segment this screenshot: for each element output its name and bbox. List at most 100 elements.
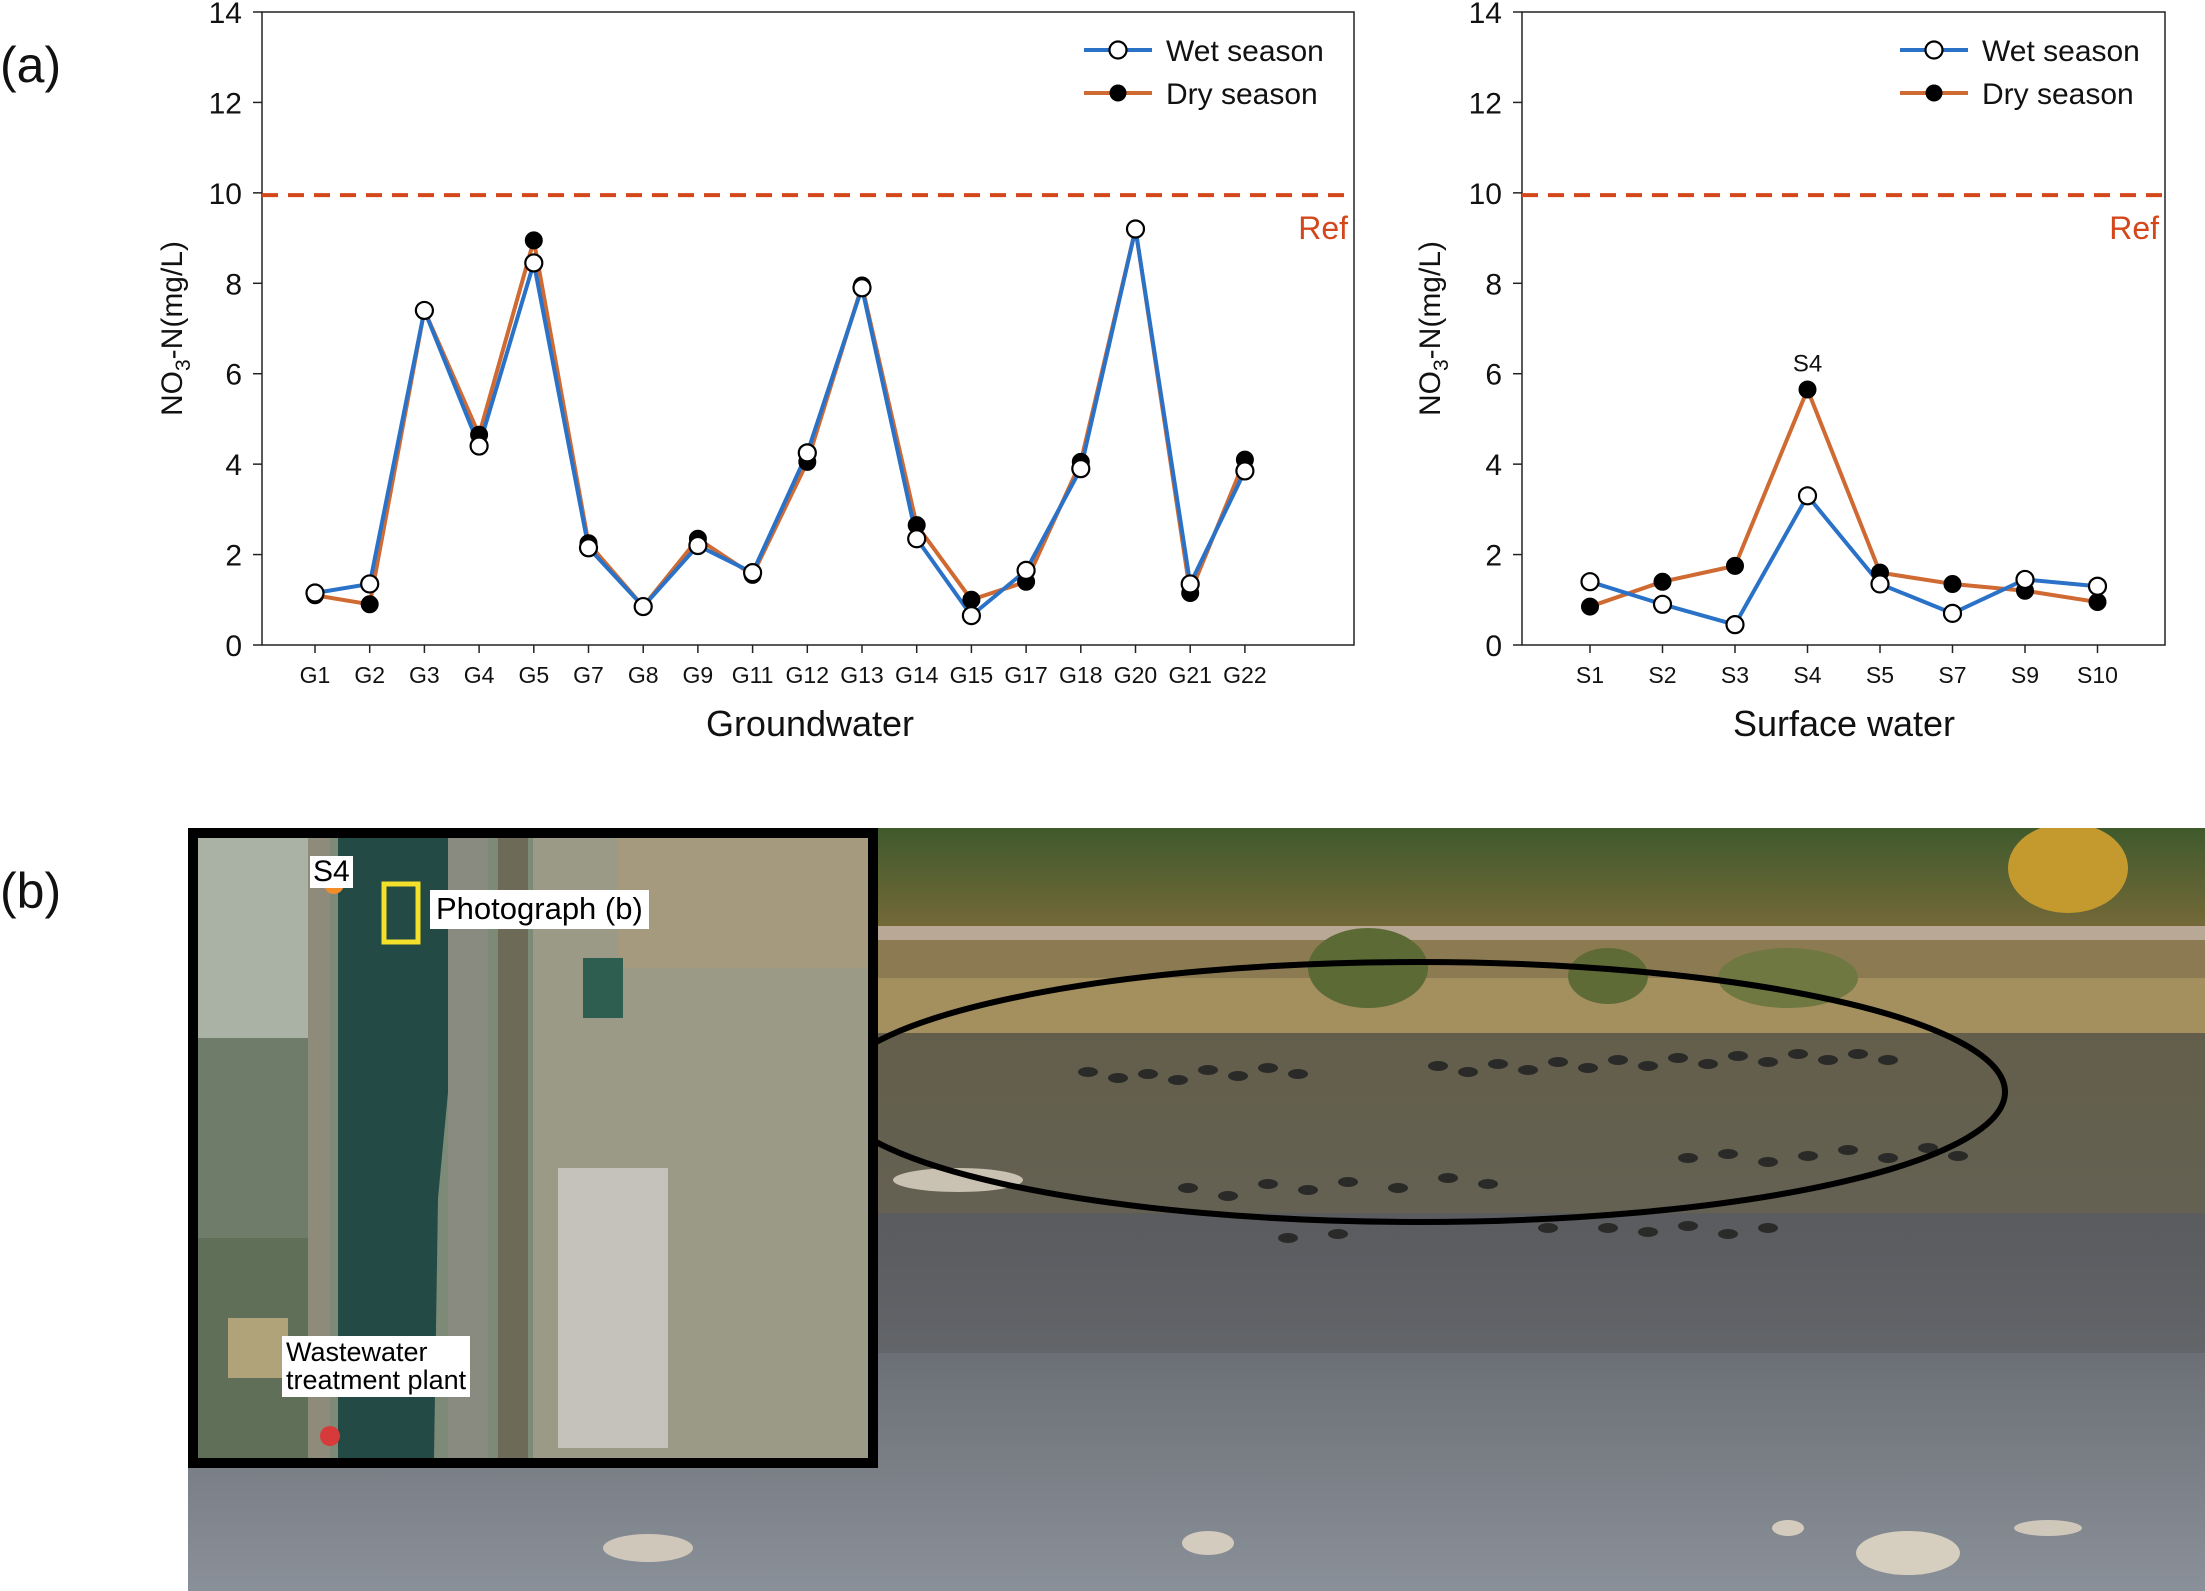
wwtp-map-label: Wastewater treatment plant [282, 1336, 471, 1397]
point-wet [414, 300, 434, 321]
x-tick-label: S7 [1938, 662, 1966, 688]
bird [1458, 1067, 1478, 1077]
bird [1668, 1053, 1688, 1063]
x-tick-label: G13 [840, 662, 883, 688]
bird [1818, 1055, 1838, 1065]
y-tick-label: 2 [225, 540, 242, 573]
bird [1838, 1145, 1858, 1155]
y-tick-label: 12 [209, 87, 242, 120]
reference-label: Ref [1298, 210, 1348, 246]
legend-marker-wet [1108, 40, 1128, 60]
legend-marker-dry [1109, 84, 1127, 102]
bird [1788, 1049, 1808, 1059]
bird [1258, 1179, 1278, 1189]
bird [1728, 1051, 1748, 1061]
bird [1698, 1059, 1718, 1069]
bird [1798, 1151, 1818, 1161]
point-wet [360, 574, 380, 594]
rock-bottom-1 [603, 1534, 693, 1562]
x-tick-label: G2 [354, 662, 385, 688]
bird [1108, 1073, 1128, 1083]
y-tick-label: 14 [1469, 0, 1502, 30]
series-line-dry [1589, 387, 2098, 609]
point-wet [578, 538, 599, 558]
chart-surface-water: 0 2 4 6 8 10 12 14 S1 S2 S3 S4 S5 S7 S9 S10 Surface wate… [1414, 0, 2166, 744]
s4-map-label: S4 [310, 856, 353, 888]
point-dry [1798, 380, 1817, 399]
y-tick-label: 6 [1485, 359, 1502, 392]
bird [1878, 1055, 1898, 1065]
x-tick-label: G8 [628, 662, 659, 688]
point-wet [688, 535, 708, 556]
water-tanks [583, 958, 623, 1018]
bird [1228, 1071, 1248, 1081]
bird [1918, 1143, 1938, 1153]
point-wet [305, 583, 325, 603]
x-tick-label: G5 [518, 662, 549, 688]
photograph-map-label: Photograph (b) [430, 890, 649, 929]
photo-location-box [381, 881, 421, 945]
x-tick-label: G12 [786, 662, 829, 688]
annotation-label: S4 [1793, 351, 1822, 378]
y-tick-label: 4 [1485, 449, 1502, 482]
bird [1428, 1061, 1448, 1071]
wwtp-marker [320, 1426, 340, 1446]
bird-flock [1078, 1049, 1968, 1243]
x-tick-label: S2 [1648, 662, 1676, 688]
point-wet [2087, 576, 2108, 596]
y-tick-label: 0 [225, 630, 242, 663]
wwtp-label-line1: Wastewater [286, 1337, 428, 1367]
bush-3 [1718, 948, 1858, 1008]
x-tick-label: G4 [464, 662, 495, 688]
x-tick-label: G21 [1168, 662, 1211, 688]
bird [1718, 1149, 1738, 1159]
y-tick-label: 12 [1469, 87, 1502, 120]
bird [1138, 1069, 1158, 1079]
x-tick-label: S3 [1721, 662, 1749, 688]
plant-building [228, 1318, 288, 1378]
point-wet [1235, 461, 1255, 481]
bird [1758, 1057, 1778, 1067]
x-tick-label: S9 [2011, 662, 2039, 688]
legend-label: Dry season [1982, 78, 2134, 111]
point-wet [1071, 459, 1091, 479]
y-tick-label: 4 [225, 449, 242, 482]
y-tick-label: 10 [209, 178, 242, 211]
bird [1638, 1227, 1658, 1237]
x-tick-label: G17 [1004, 662, 1047, 688]
bird [1598, 1223, 1618, 1233]
bird [1678, 1221, 1698, 1231]
y-tick-label: 2 [1485, 540, 1502, 573]
point-wet [742, 563, 763, 583]
x-tick-label: G3 [409, 662, 440, 688]
point-wet [1725, 615, 1745, 635]
point-wet [1580, 572, 1600, 592]
photo-scene [188, 828, 2205, 1591]
x-tick-label: S4 [1793, 662, 1821, 688]
river-photograph: S4 Photograph (b) Wastewater treatment p… [188, 828, 2205, 1591]
bird [1878, 1153, 1898, 1163]
legend-marker-wet [1924, 40, 1944, 60]
y-tick-label: 0 [1485, 630, 1502, 663]
legend-label: Wet season [1982, 35, 2140, 68]
point-dry [2088, 593, 2107, 612]
point-dry [962, 590, 981, 609]
x-tick-label: S10 [2077, 662, 2118, 688]
x-axis-label: Groundwater [706, 703, 914, 744]
point-wet [633, 596, 653, 617]
legend-label: Dry season [1166, 78, 1318, 111]
x-tick-label: G22 [1223, 662, 1266, 688]
bird [1288, 1069, 1308, 1079]
bird [1608, 1055, 1628, 1065]
bird [1758, 1157, 1778, 1167]
bird [1298, 1185, 1318, 1195]
bird [1258, 1063, 1278, 1073]
rock-bottom-3 [1772, 1520, 1804, 1536]
residential-block [198, 838, 318, 1038]
x-axis-label: Surface water [1733, 703, 1955, 744]
point-dry [360, 595, 379, 614]
y-tick-label: 8 [1485, 268, 1502, 301]
series-line-wet [314, 227, 1247, 618]
bird [1538, 1223, 1558, 1233]
point-wet [907, 529, 927, 549]
